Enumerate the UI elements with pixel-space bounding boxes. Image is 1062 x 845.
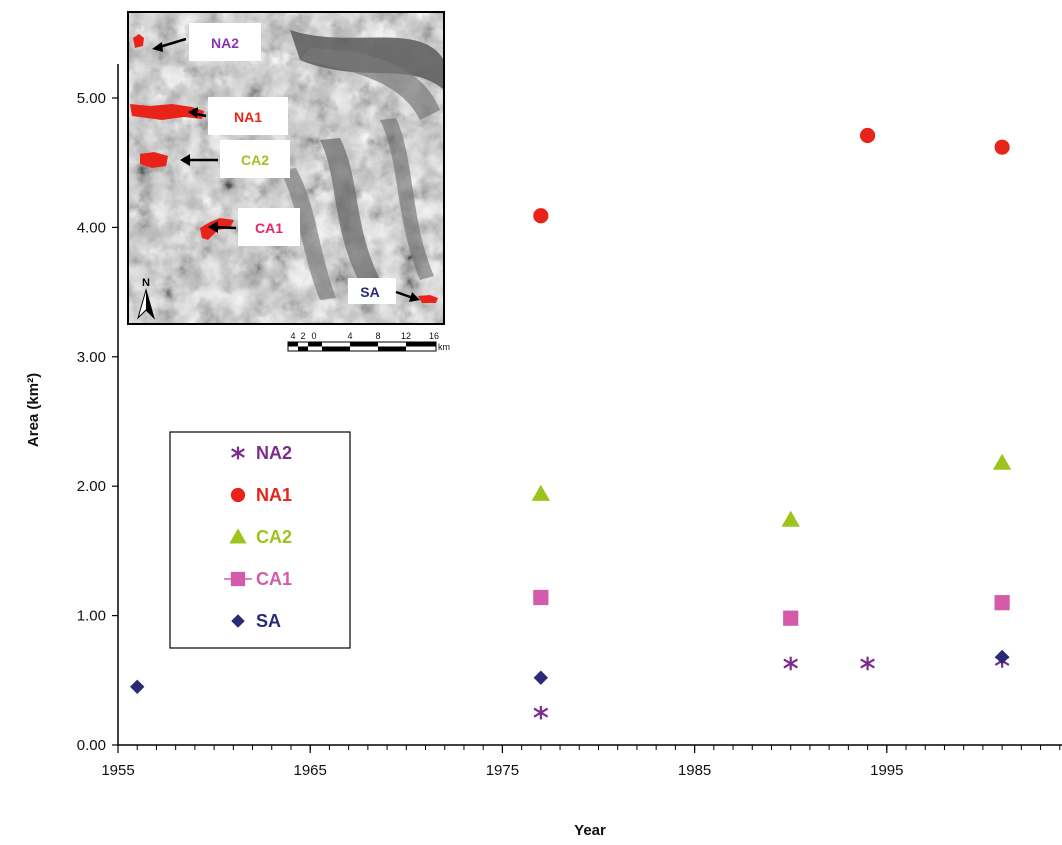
scale-tick-label: 4 [290,331,295,341]
legend-item-ca1: CA1 [224,569,292,589]
data-point-na1 [994,139,1010,155]
scale-tick-label: 2 [300,331,305,341]
data-point-na2 [860,656,875,671]
scale-tick-labels: 4 2 0 4 8 12 16 [290,331,439,341]
legend-marker-na2 [231,446,245,460]
y-tick-label: 1.00 [77,608,106,625]
glacier-sa [418,295,438,303]
data-point-na2 [533,705,549,720]
map-label-na2-text: NA2 [211,35,239,51]
legend-item-ca2: CA2 [229,527,292,547]
scale-tick-label: 8 [375,331,380,341]
map-label-ca2: CA2 [220,140,290,178]
legend-item-na2: NA2 [231,443,292,463]
glacier-na2 [133,34,144,48]
x-tick-label: 1975 [486,762,519,779]
glacier-outlines [130,34,438,303]
data-point-na2 [783,656,799,671]
x-axis-title: Year [574,822,606,839]
data-point-ca2 [531,484,551,501]
scale-unit: km [438,342,450,352]
x-tick-label: 1985 [678,762,711,779]
series-ca1 [533,589,1010,626]
series-sa [130,649,1010,694]
series-na1 [533,127,1010,224]
data-point-na1 [859,127,876,144]
legend-box [169,431,351,649]
data-points [130,127,1012,720]
data-point-na1 [533,208,549,224]
legend-item-sa: SA [231,611,281,631]
legend-marker-ca1 [230,571,246,587]
legend-label: NA1 [256,485,292,505]
map-label-ca1: CA1 [238,208,300,246]
legend-marker-na1 [230,487,246,503]
legend-marker-ca2 [229,528,247,544]
map-label-sa: SA [348,278,396,304]
x-tick-label: 1955 [101,762,134,779]
data-point-ca2 [992,453,1012,470]
map-label-na1: NA1 [208,97,288,135]
scale-tick-label: 4 [347,331,352,341]
y-ticks: 0.00 1.00 2.00 3.00 4.00 5.00 [77,90,118,754]
scale-bar: 4 2 0 4 8 12 16 km [287,331,450,352]
legend-label: CA1 [256,569,292,589]
y-tick-label: 4.00 [77,219,106,236]
data-point-ca1 [533,589,549,606]
legend-label: NA2 [256,443,292,463]
glacier-bands [280,30,444,300]
map-label-ca2-text: CA2 [241,152,269,168]
x-tick-label: 1995 [870,762,903,779]
map-frame [127,11,445,325]
inset-map: NA2 NA1 CA2 CA1 SA [127,11,450,352]
map-arrowheads [152,42,420,302]
legend-label: CA2 [256,527,292,547]
map-label-na1-text: NA1 [234,109,262,125]
axes: 0.00 1.00 2.00 3.00 4.00 5.00 1955 1965 1975 198… [77,64,1062,779]
x-tick-label: 1965 [294,762,327,779]
legend-label: SA [256,611,281,631]
map-label-na2: NA2 [189,23,261,61]
legend-item-na1: NA1 [230,485,292,505]
scale-tick-label: 0 [311,331,316,341]
legend-marker-sa [231,614,245,628]
scale-tick-label: 12 [401,331,411,341]
glacier-ca2 [140,152,168,168]
data-point-ca1 [783,610,799,626]
data-point-sa [994,649,1010,665]
series-na2 [533,654,1010,720]
legend: NA2 NA1 CA2 CA1 SA [169,431,351,649]
glacier-na1 [130,104,204,120]
map-label-ca1-text: CA1 [255,220,283,236]
series-ca2 [531,453,1012,527]
y-tick-label: 0.00 [77,737,106,754]
data-point-sa [533,670,549,685]
y-tick-label: 3.00 [77,349,106,366]
data-point-ca2 [781,510,800,527]
y-tick-label: 2.00 [77,478,106,495]
map-label-sa-text: SA [360,284,379,300]
x-minor-ticks [117,745,1061,750]
legend-items: NA2 NA1 CA2 CA1 SA [224,443,292,631]
data-point-ca1 [994,595,1010,611]
y-axis-title: Area (km²) [25,373,42,447]
scale-tick-label: 16 [429,331,439,341]
y-tick-label: 5.00 [77,90,106,107]
x-ticks: 195519651975198519952005 [101,745,903,779]
north-label: N [142,277,150,289]
data-point-sa [130,679,145,694]
north-arrow-icon: N [136,277,156,320]
